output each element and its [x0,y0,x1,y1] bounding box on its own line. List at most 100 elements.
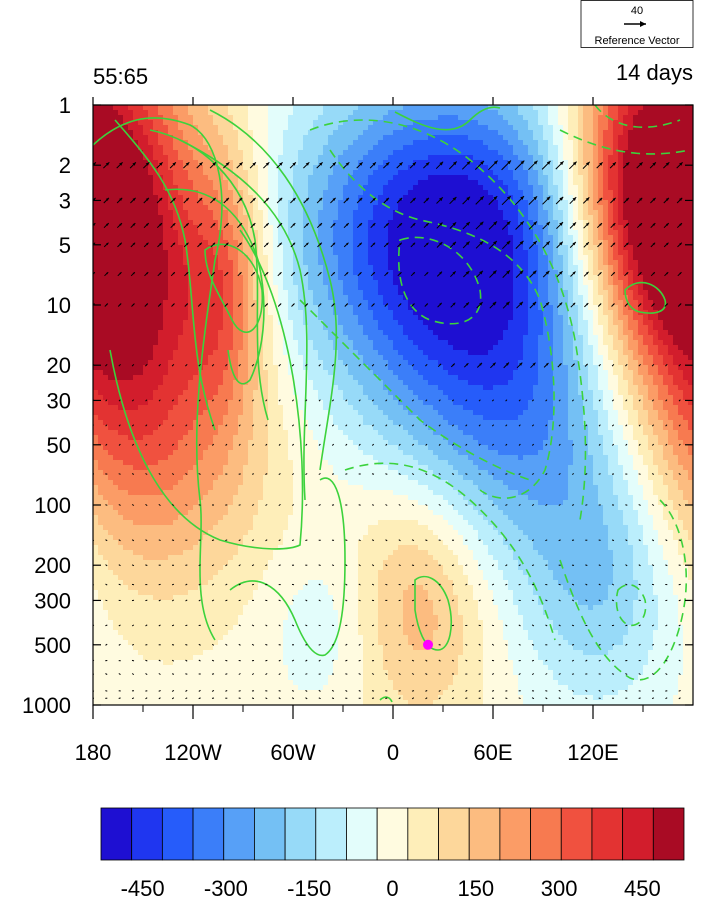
field-cell [293,105,299,111]
field-cell [228,305,234,311]
field-cell [263,300,269,306]
field-cell [568,130,574,136]
field-cell [663,230,669,236]
field-cell [498,215,504,221]
field-cell [583,215,589,221]
field-cell [178,235,184,241]
field-cell [103,150,109,156]
field-cell [278,275,284,281]
field-cell [548,215,554,221]
field-cell [303,295,309,301]
field-cell [473,290,479,296]
field-cell [498,150,504,156]
field-cell [503,155,509,161]
field-cell [473,225,479,231]
field-cell [568,210,574,216]
field-cell [563,190,569,196]
field-cell [103,215,109,221]
field-cell [498,125,504,131]
field-cell [203,185,209,191]
field-cell [543,190,549,196]
field-cell [418,195,424,201]
field-cell [508,240,514,246]
field-cell [278,110,284,116]
field-cell [503,290,509,296]
field-cell [533,110,539,116]
field-cell [558,105,564,111]
field-cell [118,190,124,196]
field-cell [533,125,539,131]
field-cell [438,255,444,261]
field-cell [518,280,524,286]
field-cell [513,170,519,176]
field-cell [358,120,364,126]
field-cell [373,260,379,266]
field-cell [118,210,124,216]
field-cell [238,175,244,181]
field-cell [683,175,689,181]
field-cell [498,175,504,181]
field-cell [318,265,324,271]
field-cell [283,285,289,291]
field-cell [108,140,114,146]
field-cell [633,225,639,231]
field-cell [413,285,419,291]
field-cell [453,135,459,141]
field-cell [543,305,549,311]
field-cell [153,150,159,156]
field-cell [563,150,569,156]
field-cell [223,120,229,126]
field-cell [553,295,559,301]
field-cell [218,305,224,311]
field-cell [288,205,294,211]
field-cell [418,190,424,196]
field-cell [628,265,634,271]
field-cell [163,125,169,131]
field-cell [463,190,469,196]
field-cell [168,245,174,251]
field-cell [643,215,649,221]
field-cell [508,280,514,286]
field-cell [188,180,194,186]
field-cell [358,140,364,146]
field-cell [153,125,159,131]
field-cell [343,115,349,121]
field-cell [198,255,204,261]
field-cell [323,245,329,251]
field-cell [538,140,544,146]
field-cell [283,180,289,186]
field-cell [258,260,264,266]
field-cell [158,260,164,266]
field-cell [103,105,109,111]
field-cell [353,165,359,171]
field-cell [638,110,644,116]
field-cell [538,190,544,196]
field-cell [643,210,649,216]
field-cell [358,275,364,281]
field-cell [238,250,244,256]
field-cell [438,105,444,111]
field-cell [368,260,374,266]
field-cell [393,170,399,176]
field-cell [573,260,579,266]
field-cell [138,215,144,221]
field-cell [103,165,109,171]
field-cell [178,185,184,191]
field-cell [523,180,529,186]
field-cell [588,215,594,221]
field-cell [653,260,659,266]
field-cell [433,145,439,151]
field-cell [128,160,134,166]
field-cell [483,160,489,166]
field-cell [278,235,284,241]
field-cell [563,155,569,161]
field-cell [598,145,604,151]
field-cell [633,135,639,141]
field-cell [408,205,414,211]
field-cell [568,105,574,111]
field-cell [378,125,384,131]
field-cell [273,295,279,301]
field-cell [598,110,604,116]
field-cell [588,115,594,121]
field-cell [263,265,269,271]
